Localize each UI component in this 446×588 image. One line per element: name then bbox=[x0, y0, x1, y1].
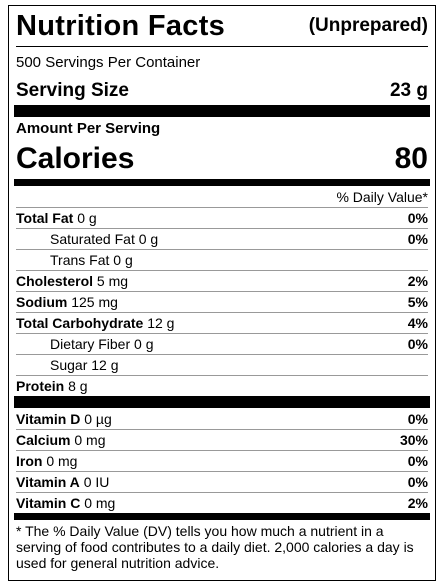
nutrient-text: Iron 0 mg bbox=[16, 453, 77, 469]
thick-rule bbox=[14, 105, 430, 117]
nutrient-text: Sodium 125 mg bbox=[16, 294, 118, 310]
daily-value: 0% bbox=[407, 210, 428, 226]
nutrient-row: Saturated Fat 0 g 0% bbox=[16, 228, 428, 249]
nutrient-text: Cholesterol 5 mg bbox=[16, 273, 128, 289]
nutrient-text: Vitamin A 0 IU bbox=[16, 474, 109, 490]
nutrient-amount: 0 g bbox=[134, 336, 154, 352]
nutrient-name: Sugar bbox=[50, 357, 88, 373]
title: Nutrition Facts bbox=[16, 9, 226, 42]
nutrient-text: Total Fat 0 g bbox=[16, 210, 97, 226]
nutrient-name: Dietary Fiber bbox=[50, 336, 131, 352]
nutrient-name: Calcium bbox=[16, 432, 71, 448]
daily-value: 0% bbox=[407, 474, 428, 490]
medium-rule bbox=[14, 179, 430, 186]
nutrient-text: Trans Fat 0 g bbox=[16, 252, 133, 268]
nutrient-text: Vitamin C 0 mg bbox=[16, 495, 115, 511]
nutrient-text: Dietary Fiber 0 g bbox=[16, 336, 154, 352]
nutrient-row: Cholesterol 5 mg 2% bbox=[16, 270, 428, 291]
nutrient-amount: 0 µg bbox=[84, 410, 112, 427]
nutrition-label: Nutrition Facts (Unprepared) 500 Serving… bbox=[8, 5, 436, 581]
serving-size-amount: 23 g bbox=[389, 80, 428, 101]
daily-value: 0% bbox=[407, 410, 428, 427]
nutrient-amount: 12 g bbox=[147, 315, 175, 331]
serving-size-row: Serving Size 23 g bbox=[16, 77, 428, 105]
nutrient-text: Vitamin D 0 µg bbox=[16, 411, 112, 427]
nutrient-text: Total Carbohydrate 12 g bbox=[16, 315, 174, 331]
nutrient-name: Saturated Fat bbox=[50, 231, 135, 247]
amount-per-serving: Amount Per Serving bbox=[16, 119, 161, 137]
nutrient-name: Cholesterol bbox=[16, 273, 94, 289]
nutrient-amount: 0 g bbox=[113, 252, 133, 268]
nutrient-row: Iron 0 mg 0% bbox=[16, 450, 428, 471]
serving-size-label: Serving Size bbox=[16, 80, 129, 101]
nutrient-name: Vitamin D bbox=[16, 410, 81, 427]
calories-amount: 80 bbox=[394, 142, 428, 175]
title-row: Nutrition Facts (Unprepared) bbox=[16, 6, 428, 47]
daily-value: 4% bbox=[407, 315, 428, 331]
footnote: * The % Daily Value (DV) tells you how m… bbox=[16, 523, 414, 571]
nutrient-row: Total Carbohydrate 12 g 4% bbox=[16, 312, 428, 333]
amount-per-row: Amount Per Serving bbox=[16, 117, 428, 139]
servings: 500 Servings Per Container bbox=[16, 53, 201, 71]
daily-value-header-row: % Daily Value* bbox=[16, 186, 428, 207]
nutrient-row: Sodium 125 mg 5% bbox=[16, 291, 428, 312]
nutrient-list: Total Fat 0 g 0% Saturated Fat 0 g 0% Trans … bbox=[16, 207, 428, 396]
nutrient-text: Saturated Fat 0 g bbox=[16, 231, 158, 247]
nutrient-text: Sugar 12 g bbox=[16, 357, 119, 373]
nutrient-row: Dietary Fiber 0 g 0% bbox=[16, 333, 428, 354]
nutrient-amount: 0 mg bbox=[74, 432, 106, 448]
nutrient-amount: 12 g bbox=[91, 357, 119, 373]
nutrient-name: Trans Fat bbox=[50, 252, 110, 268]
nutrient-row: Trans Fat 0 g bbox=[16, 249, 428, 270]
nutrient-name: Iron bbox=[16, 453, 43, 469]
nutrient-name: Sodium bbox=[16, 294, 68, 310]
daily-value-header: % Daily Value* bbox=[336, 188, 428, 205]
daily-value: 2% bbox=[407, 273, 428, 289]
nutrient-row: Protein 8 g bbox=[16, 375, 428, 396]
thick-rule bbox=[14, 396, 430, 408]
nutrient-name: Protein bbox=[16, 378, 65, 394]
vitamin-list: Vitamin D 0 µg 0% Calcium 0 mg 30% Iron 0 mg… bbox=[16, 408, 428, 513]
calories-label: Calories bbox=[16, 142, 135, 175]
nutrient-name: Vitamin A bbox=[16, 474, 80, 490]
nutrient-row: Vitamin C 0 mg 2% bbox=[16, 492, 428, 513]
daily-value: 0% bbox=[407, 336, 428, 352]
nutrient-amount: 0 mg bbox=[84, 495, 116, 511]
nutrient-amount: 125 mg bbox=[71, 294, 118, 310]
nutrient-text: Calcium 0 mg bbox=[16, 432, 105, 448]
nutrient-amount: 8 g bbox=[68, 378, 88, 394]
nutrient-name: Total Fat bbox=[16, 210, 74, 226]
daily-value: 2% bbox=[407, 495, 428, 511]
nutrient-amount: 0 g bbox=[77, 210, 97, 226]
nutrient-amount: 0 mg bbox=[46, 453, 78, 469]
daily-value: 0% bbox=[407, 231, 428, 247]
nutrient-amount: 0 g bbox=[138, 231, 159, 247]
nutrient-row: Vitamin D 0 µg 0% bbox=[16, 408, 428, 429]
nutrient-name: Vitamin C bbox=[16, 495, 81, 511]
daily-value: 0% bbox=[407, 453, 428, 469]
daily-value: 30% bbox=[399, 432, 428, 448]
nutrient-amount: 0 IU bbox=[83, 474, 110, 490]
daily-value: 5% bbox=[407, 294, 428, 310]
nutrient-amount: 5 mg bbox=[96, 273, 129, 289]
title-note: (Unprepared) bbox=[308, 15, 428, 36]
nutrient-row: Sugar 12 g bbox=[16, 354, 428, 375]
medium-rule bbox=[14, 513, 430, 520]
nutrient-name: Total Carbohydrate bbox=[16, 315, 144, 331]
nutrient-row: Vitamin A 0 IU 0% bbox=[16, 471, 428, 492]
nutrient-row: Total Fat 0 g 0% bbox=[16, 207, 428, 228]
nutrient-text: Protein 8 g bbox=[16, 378, 88, 394]
servings-row: 500 Servings Per Container bbox=[16, 47, 428, 77]
nutrient-row: Calcium 0 mg 30% bbox=[16, 429, 428, 450]
calories-row: Calories 80 bbox=[16, 139, 428, 179]
